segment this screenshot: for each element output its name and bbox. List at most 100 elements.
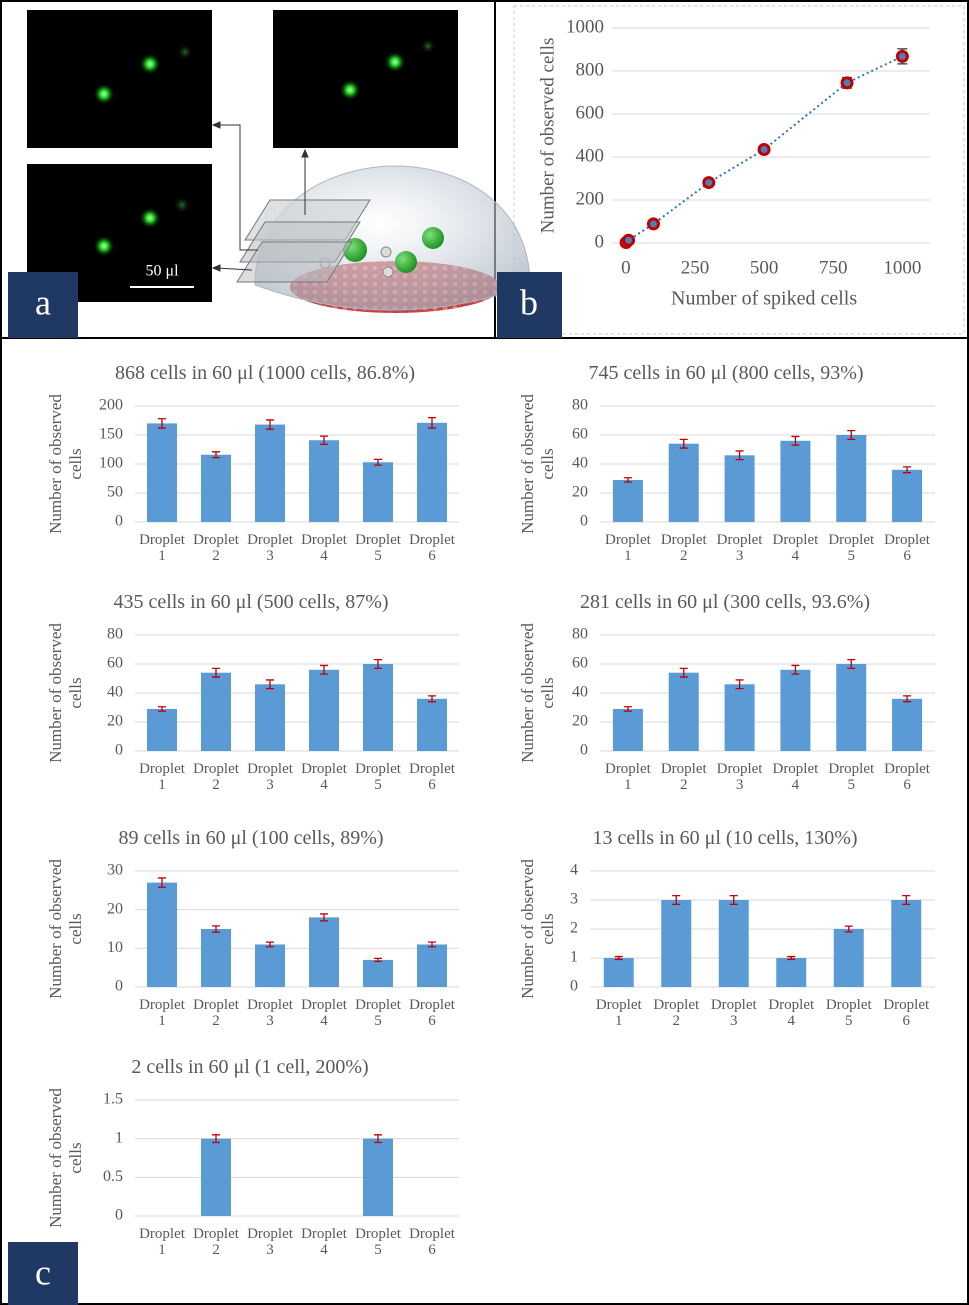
chart-title: 868 cells in 60 μl (1000 cells, 86.8%) xyxy=(15,361,515,385)
x-tick-label: Droplet 4 xyxy=(770,532,820,564)
x-tick-label: Droplet 1 xyxy=(137,1226,187,1258)
x-tick-label: Droplet 6 xyxy=(407,761,457,793)
bar xyxy=(719,900,749,987)
figure: 50 μl a b c 0200400600800100002505007501… xyxy=(0,0,969,1305)
x-tick-label: Droplet 5 xyxy=(826,761,876,793)
panel-label: c xyxy=(35,1252,51,1292)
bar xyxy=(201,1139,231,1216)
y-axis-label: Number of observed cells xyxy=(46,849,86,1009)
bar xyxy=(309,670,339,751)
bar xyxy=(669,673,699,751)
y-tick-label: 0 xyxy=(580,742,588,759)
y-tick-label: 40 xyxy=(572,684,588,701)
y-tick-label: 1.5 xyxy=(103,1091,123,1108)
y-axis-label: Number of observed cells xyxy=(518,384,558,544)
y-tick-label: 80 xyxy=(107,626,123,643)
micrograph xyxy=(273,10,458,148)
x-tick-label: Droplet 6 xyxy=(407,997,457,1029)
bar xyxy=(255,684,285,751)
x-tick-label: Droplet 3 xyxy=(709,997,759,1029)
bar xyxy=(201,673,231,751)
x-tick-label: Droplet 6 xyxy=(407,532,457,564)
y-axis-label: Number of observed cells xyxy=(518,613,558,773)
x-tick-label: Droplet 3 xyxy=(245,532,295,564)
x-tick-label: Droplet 5 xyxy=(353,997,403,1029)
y-tick-label: 60 xyxy=(107,655,123,672)
x-tick-label: Droplet 2 xyxy=(659,532,709,564)
y-tick-label: 200 xyxy=(576,188,605,209)
y-tick-label: 0 xyxy=(115,742,123,759)
y-tick-label: 80 xyxy=(572,626,588,643)
x-tick-label: Droplet 1 xyxy=(137,997,187,1029)
y-axis-label: Number of observed cells xyxy=(537,38,558,234)
x-tick-label: Droplet 2 xyxy=(191,1226,241,1258)
x-tick-label: Droplet 2 xyxy=(191,997,241,1029)
x-tick-label: Droplet 4 xyxy=(770,761,820,793)
x-tick-label: Droplet 5 xyxy=(826,532,876,564)
y-tick-label: 50 xyxy=(107,484,123,501)
bar xyxy=(725,684,755,751)
y-tick-label: 0 xyxy=(570,978,578,995)
x-tick-label: Droplet 6 xyxy=(882,761,932,793)
chart-title: 745 cells in 60 μl (800 cells, 93%) xyxy=(476,361,969,385)
x-tick-label: Droplet 4 xyxy=(766,997,816,1029)
y-tick-label: 30 xyxy=(107,862,123,879)
y-tick-label: 60 xyxy=(572,655,588,672)
figure-canvas: 50 μl a b c 0200400600800100002505007501… xyxy=(0,0,969,1305)
bar xyxy=(604,958,634,987)
y-tick-label: 4 xyxy=(570,862,578,879)
micrograph xyxy=(27,10,212,148)
point xyxy=(648,219,658,229)
x-tick-label: Droplet 5 xyxy=(353,532,403,564)
x-tick-label: Droplet 6 xyxy=(881,997,931,1029)
y-tick-label: 20 xyxy=(107,900,123,917)
x-tick-label: Droplet 3 xyxy=(245,1226,295,1258)
bar xyxy=(147,709,177,751)
bar xyxy=(891,900,921,987)
y-tick-label: 60 xyxy=(572,426,588,443)
y-tick-label: 800 xyxy=(576,59,605,80)
bar xyxy=(613,480,643,522)
y-tick-label: 0 xyxy=(115,978,123,995)
x-tick-label: Droplet 1 xyxy=(603,761,653,793)
y-tick-label: 0 xyxy=(580,513,588,530)
x-tick-label: Droplet 3 xyxy=(245,997,295,1029)
bar xyxy=(309,917,339,987)
chart-title: 281 cells in 60 μl (300 cells, 93.6%) xyxy=(475,590,969,614)
bar xyxy=(892,470,922,522)
x-tick-label: Droplet 4 xyxy=(299,997,349,1029)
point xyxy=(624,235,634,245)
y-tick-label: 1 xyxy=(570,949,578,966)
bar xyxy=(661,900,691,987)
bar xyxy=(417,944,447,987)
x-axis-label: Number of spiked cells xyxy=(671,288,857,310)
bar xyxy=(780,670,810,751)
point xyxy=(759,144,769,154)
y-tick-label: 20 xyxy=(572,713,588,730)
y-tick-label: 40 xyxy=(107,684,123,701)
bar xyxy=(147,423,177,522)
bar xyxy=(363,960,393,987)
y-tick-label: 10 xyxy=(107,939,123,956)
y-tick-label: 600 xyxy=(576,102,605,123)
bar xyxy=(147,883,177,987)
y-axis-label: Number of observed cells xyxy=(46,1078,86,1238)
y-axis-label: Number of observed cells xyxy=(46,613,86,773)
bar xyxy=(669,444,699,522)
bar xyxy=(417,699,447,751)
point xyxy=(842,78,852,88)
point xyxy=(897,51,907,61)
y-tick-label: 40 xyxy=(572,455,588,472)
x-tick-label: Droplet 4 xyxy=(299,532,349,564)
bar xyxy=(363,462,393,522)
x-tick-label: Droplet 1 xyxy=(137,761,187,793)
y-tick-label: 0.5 xyxy=(103,1168,123,1185)
x-tick-label: Droplet 3 xyxy=(715,532,765,564)
chart-title: 435 cells in 60 μl (500 cells, 87%) xyxy=(1,590,501,614)
x-tick-label: Droplet 2 xyxy=(659,761,709,793)
x-tick-label: Droplet 5 xyxy=(824,997,874,1029)
y-tick-label: 200 xyxy=(99,397,123,414)
x-tick-label: 750 xyxy=(819,257,848,278)
bar xyxy=(309,440,339,522)
x-tick-label: Droplet 1 xyxy=(603,532,653,564)
